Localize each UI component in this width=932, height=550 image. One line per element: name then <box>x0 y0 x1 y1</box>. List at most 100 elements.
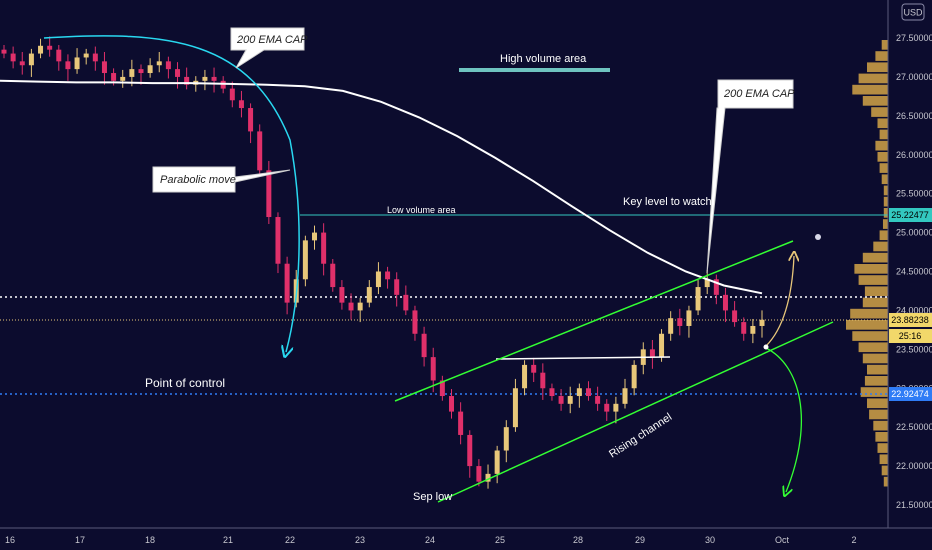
candle-body <box>631 364 637 389</box>
candle <box>503 420 509 463</box>
volume-profile-bar <box>850 308 888 319</box>
candle-body <box>567 396 573 404</box>
candle <box>448 389 454 419</box>
candle <box>412 305 418 341</box>
price-tick-label: 25.00000 <box>896 228 932 238</box>
candle-body <box>1 49 7 54</box>
time-axis[interactable] <box>0 528 932 550</box>
volume-profile-bar <box>883 208 888 218</box>
candle <box>92 46 98 71</box>
time-tick-label: 25 <box>495 535 505 545</box>
candle <box>576 383 582 408</box>
candle <box>485 464 491 489</box>
candle <box>74 48 80 74</box>
callout-ema-cap-2[interactable]: 200 EMA CAP <box>706 79 795 274</box>
price-tick-label: 22.50000 <box>896 422 932 432</box>
candle-body <box>448 396 454 412</box>
candle-body <box>92 53 98 62</box>
callout-ema-cap-1[interactable]: 200 EMA CAP <box>230 27 308 69</box>
price-tick-label: 25.50000 <box>896 189 932 199</box>
candle <box>540 363 546 400</box>
time-tick-label: 28 <box>573 535 583 545</box>
candle-body <box>704 279 710 288</box>
candle-body <box>695 287 701 311</box>
candle <box>677 308 683 336</box>
candle-body <box>531 364 537 373</box>
neckline <box>495 356 671 360</box>
candle <box>695 280 701 316</box>
candle <box>649 339 655 369</box>
candle-body <box>403 294 409 311</box>
candle-body <box>366 287 372 303</box>
candle <box>549 383 555 401</box>
candle <box>357 297 363 323</box>
plot-area[interactable] <box>0 0 888 528</box>
channel-lower-line <box>437 321 834 503</box>
candle <box>275 212 281 274</box>
candle <box>312 225 318 250</box>
callout-parabolic[interactable]: Parabolic move <box>152 166 291 193</box>
candle <box>759 310 765 338</box>
callout-ema-cap-1-text: 200 EMA CAP <box>236 34 308 46</box>
time-tick-label: 24 <box>425 535 435 545</box>
candle <box>330 259 336 292</box>
time-tick-label: 16 <box>5 535 15 545</box>
volume-profile-bar <box>877 118 888 129</box>
candle-body <box>284 263 290 303</box>
volume-profile-bar <box>883 185 888 196</box>
candle <box>321 223 327 276</box>
candle-body <box>38 45 44 54</box>
time-ticks: 16 17 18 21 22 23 24 25 28 29 30 Oct 2 <box>5 535 857 545</box>
volume-profile-bar <box>881 465 888 476</box>
candle <box>421 326 427 367</box>
volume-profile-bar <box>862 353 888 364</box>
volume-profile-bar <box>879 454 888 465</box>
price-axis[interactable] <box>888 0 932 528</box>
candle-body <box>576 388 582 397</box>
time-tick-label: 17 <box>75 535 85 545</box>
candle-body <box>211 76 217 81</box>
candle-body <box>165 61 171 70</box>
volume-profile-bar <box>858 342 888 353</box>
candle <box>604 399 610 421</box>
candle <box>595 386 601 411</box>
volume-profile-bar <box>875 51 888 61</box>
candle <box>65 54 71 81</box>
candle-body <box>65 61 71 70</box>
volume-profile-bar <box>867 62 888 73</box>
price-tag-bg <box>889 208 932 222</box>
candle-body <box>485 473 491 482</box>
candle-body <box>430 357 436 381</box>
ema-200-line <box>0 79 763 295</box>
volume-profile-bar <box>883 196 888 207</box>
currency-badge[interactable]: USD <box>901 3 925 21</box>
candle-body <box>713 279 719 295</box>
price-tick-label: 26.50000 <box>896 111 932 121</box>
candle-body <box>750 325 756 334</box>
candle <box>101 52 107 85</box>
candle-body <box>56 49 62 62</box>
candle-body <box>321 232 327 264</box>
candle-body <box>28 53 34 66</box>
candle-body <box>512 388 518 428</box>
candle-body <box>412 310 418 334</box>
candle-body <box>83 53 89 58</box>
price-tag-text: 25:16 <box>899 331 922 341</box>
parabolic-arrow <box>43 35 300 352</box>
candle <box>522 360 528 396</box>
candle <box>558 389 564 411</box>
candle <box>439 375 445 401</box>
volume-profile-bar <box>862 297 888 308</box>
candle-body <box>248 108 254 132</box>
candle-body <box>348 302 354 311</box>
volume-profile-bar <box>862 252 888 263</box>
candle-body <box>732 310 738 323</box>
candle <box>47 36 53 57</box>
candle-body <box>686 310 692 326</box>
volume-profile-bar <box>858 73 888 84</box>
candle <box>722 287 728 323</box>
volume-profile-bar <box>869 409 888 420</box>
candle-body <box>585 388 591 397</box>
low-volume-label: Low volume area <box>387 205 456 215</box>
